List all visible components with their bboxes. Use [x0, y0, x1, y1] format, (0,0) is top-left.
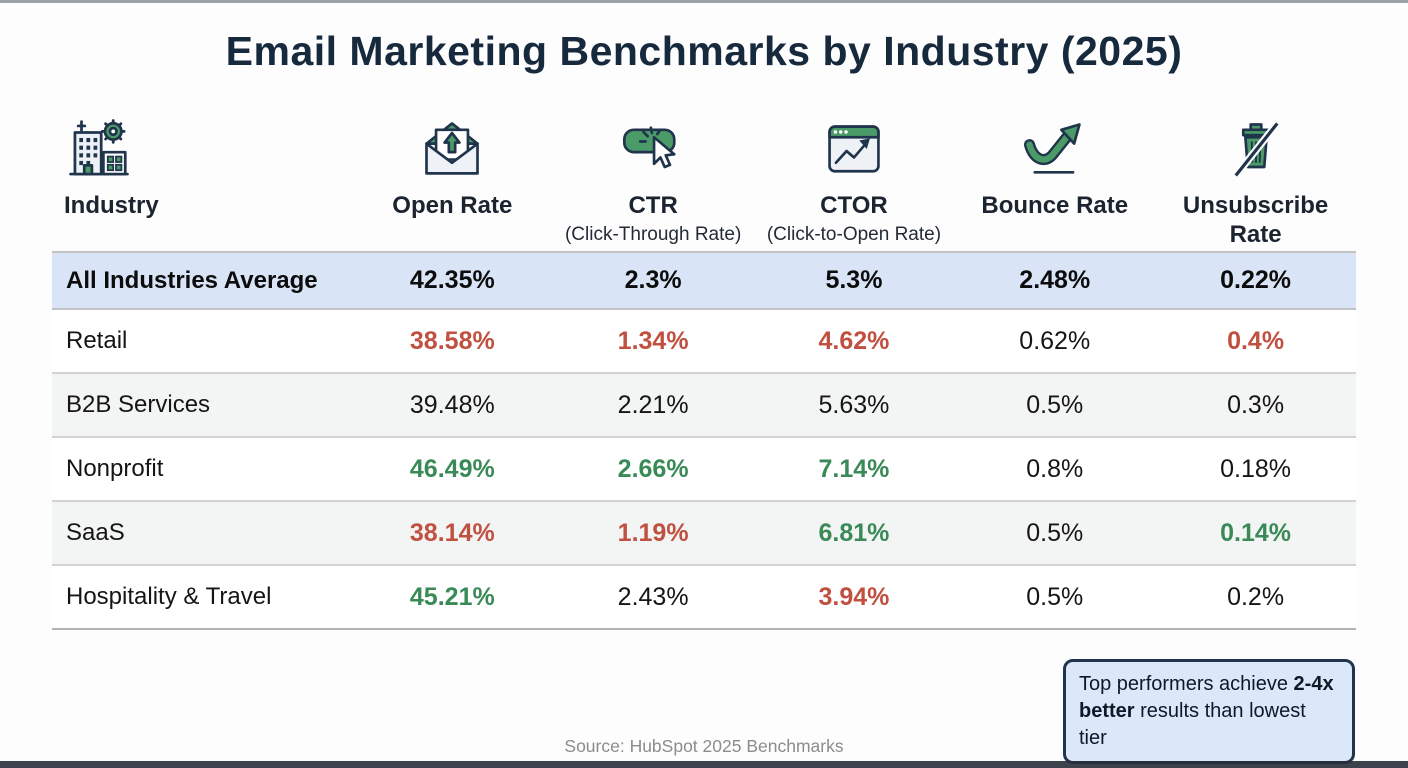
metric-value-cell: 4.62% — [818, 326, 890, 355]
industry-cell: All Industries Average — [66, 266, 318, 294]
metric-value-cell: 0.3% — [1227, 390, 1285, 419]
insight-callout: Top performers achieve 2-4x better resul… — [1063, 659, 1355, 764]
metric-value-cell: 0.2% — [1227, 582, 1285, 611]
metric-value-cell: 46.49% — [409, 454, 495, 483]
table-header: Industry Open Rate — [52, 104, 1356, 252]
metric-value-cell: 42.35% — [409, 266, 495, 294]
metric-value-cell: 0.4% — [1227, 326, 1285, 355]
metric-value-cell: 38.58% — [409, 326, 495, 355]
industry-cell: Nonprofit — [66, 455, 164, 482]
metric-value-cell: 6.81% — [818, 518, 890, 547]
metric-value-cell: 1.19% — [617, 518, 689, 547]
metric-value-cell: 0.62% — [1019, 326, 1091, 355]
column-header-ctr: CTR (Click-Through Rate) — [553, 104, 754, 252]
industry-cell: SaaS — [66, 519, 125, 546]
page-title: Email Marketing Benchmarks by Industry (… — [225, 28, 1183, 74]
metric-value-cell: 0.5% — [1026, 390, 1084, 419]
table-body: All Industries Average 42.35% 2.3% 5.3% 2.48… — [52, 252, 1356, 629]
metric-value-cell: 2.3% — [624, 266, 682, 294]
click-cursor-button-icon — [619, 114, 687, 186]
metric-value-cell: 0.18% — [1220, 454, 1292, 483]
screen-edge-artifact-top — [0, 0, 1408, 3]
column-header-bounce-rate: Bounce Rate — [954, 104, 1155, 252]
column-header-industry: Industry — [52, 104, 352, 252]
trash-slash-icon — [1222, 114, 1290, 186]
metric-value-cell: 0.22% — [1220, 266, 1292, 294]
open-envelope-arrow-icon — [418, 114, 486, 186]
gear-icon — [100, 119, 126, 144]
table-row: Retail 38.58% 1.34% 4.62% 0.62% 0.4% — [52, 309, 1356, 373]
column-header-ctor: CTOR (Click-to-Open Rate) — [754, 104, 955, 252]
metric-value-cell: 1.34% — [617, 326, 689, 355]
table-row: Hospitality & Travel 45.21% 2.43% 3.94% 0.5%… — [52, 565, 1356, 629]
callout-text-suffix: results than lowest tier — [1079, 700, 1306, 749]
source-text: Source: HubSpot 2025 Benchmarks — [564, 736, 844, 756]
browser-chart-icon — [820, 114, 888, 186]
table-row: Nonprofit 46.49% 2.66% 7.14% 0.8% 0.18% — [52, 437, 1356, 501]
metric-value-cell: 2.21% — [617, 390, 689, 419]
callout-text: Top performers achieve — [1079, 673, 1294, 695]
table-row: SaaS 38.14% 1.19% 6.81% 0.5% 0.14% — [52, 501, 1356, 565]
metric-value-cell: 45.21% — [409, 582, 495, 611]
column-header-unsubscribe-rate: Unsubscribe Rate — [1155, 104, 1356, 252]
benchmarks-table: Industry Open Rate — [52, 104, 1356, 630]
metric-value-cell: 7.14% — [818, 454, 890, 483]
industry-buildings-icon — [64, 114, 134, 186]
callout-bold-text: 2-4x better — [1079, 673, 1334, 722]
metric-value-cell: 3.94% — [818, 582, 890, 611]
metric-value-cell: 2.43% — [617, 582, 689, 611]
bounce-arrow-icon — [1021, 114, 1089, 186]
metric-value-cell: 2.66% — [617, 454, 689, 483]
industry-cell: B2B Services — [66, 391, 211, 418]
industry-cell: Retail — [66, 327, 128, 354]
table-row: All Industries Average 42.35% 2.3% 5.3% 2.48… — [52, 252, 1356, 309]
metric-value-cell: 0.8% — [1026, 454, 1084, 483]
metric-value-cell: 0.14% — [1220, 518, 1292, 547]
metric-value-cell: 39.48% — [409, 390, 495, 419]
metric-value-cell: 0.5% — [1026, 582, 1084, 611]
metric-value-cell: 38.14% — [409, 518, 495, 547]
metric-value-cell: 5.63% — [818, 390, 890, 419]
metric-value-cell: 5.3% — [825, 266, 883, 294]
screen-edge-artifact-bottom — [0, 761, 1408, 768]
table-row: B2B Services 39.48% 2.21% 5.63% 0.5% 0.3% — [52, 373, 1356, 437]
metric-value-cell: 0.5% — [1026, 518, 1084, 547]
industry-cell: Hospitality & Travel — [66, 583, 272, 610]
metric-value-cell: 2.48% — [1019, 266, 1091, 294]
column-header-open-rate: Open Rate — [352, 104, 553, 252]
